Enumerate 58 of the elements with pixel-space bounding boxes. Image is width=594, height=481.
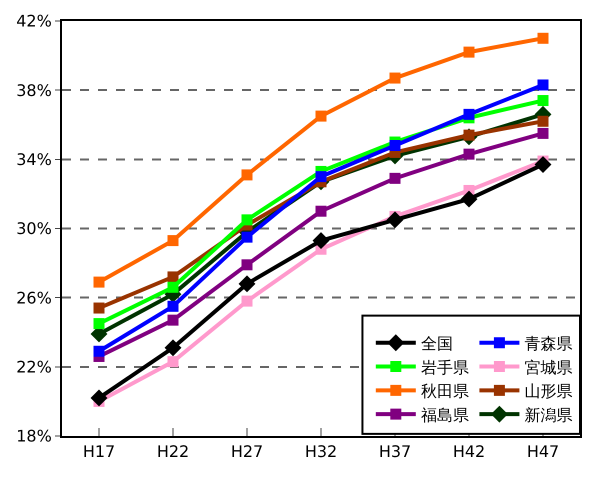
point bbox=[316, 206, 326, 217]
point bbox=[538, 128, 548, 139]
point bbox=[538, 95, 548, 106]
y-tick-label: 30% bbox=[16, 219, 52, 238]
point bbox=[168, 300, 178, 312]
point bbox=[90, 390, 108, 406]
point bbox=[390, 140, 400, 151]
point bbox=[168, 356, 178, 368]
x-tick-label: H37 bbox=[378, 442, 412, 462]
point bbox=[164, 339, 182, 356]
x-tick-label: H47 bbox=[526, 442, 560, 462]
x-tick-label: H27 bbox=[230, 442, 264, 462]
legend-label: 全国 bbox=[420, 334, 453, 353]
legend-label: 秋田県 bbox=[420, 382, 469, 401]
point bbox=[242, 232, 252, 243]
legend-label: 宮城県 bbox=[524, 358, 572, 377]
point bbox=[168, 235, 178, 246]
point bbox=[168, 282, 178, 293]
point bbox=[238, 275, 256, 292]
legend-label: 青森県 bbox=[524, 334, 572, 353]
legend-label: 新潟県 bbox=[524, 405, 572, 424]
legend-label: 岩手県 bbox=[420, 358, 469, 377]
legend-label: 福島県 bbox=[420, 405, 469, 424]
point bbox=[312, 232, 330, 250]
y-tick-label: 18% bbox=[16, 426, 52, 446]
point bbox=[538, 116, 548, 127]
point bbox=[242, 259, 252, 270]
point bbox=[242, 169, 252, 180]
y-tick-label: 34% bbox=[16, 150, 52, 169]
point bbox=[464, 148, 474, 160]
point bbox=[94, 276, 104, 288]
x-tick-label: H32 bbox=[304, 442, 338, 462]
point bbox=[390, 172, 400, 184]
point bbox=[94, 302, 104, 314]
point bbox=[316, 110, 326, 122]
y-tick-label: 38% bbox=[16, 80, 52, 100]
y-tick-label: 22% bbox=[16, 357, 52, 376]
point bbox=[168, 271, 178, 282]
point bbox=[316, 171, 326, 182]
point bbox=[538, 79, 548, 90]
point bbox=[386, 211, 404, 228]
point bbox=[538, 32, 548, 44]
point bbox=[242, 214, 252, 226]
point bbox=[390, 72, 400, 84]
x-tick-label: H42 bbox=[452, 442, 486, 462]
x-tick-label: H17 bbox=[82, 442, 116, 462]
point bbox=[94, 346, 104, 357]
legend-label: 山形県 bbox=[524, 382, 572, 401]
point bbox=[460, 190, 478, 208]
point bbox=[242, 296, 252, 307]
point bbox=[534, 156, 552, 173]
point bbox=[464, 108, 474, 120]
x-tick-label: H22 bbox=[156, 442, 190, 462]
y-tick-label: 42% bbox=[16, 12, 52, 31]
y-tick-label: 26% bbox=[16, 288, 52, 308]
point bbox=[168, 314, 178, 326]
point bbox=[464, 46, 474, 58]
point bbox=[94, 318, 104, 330]
